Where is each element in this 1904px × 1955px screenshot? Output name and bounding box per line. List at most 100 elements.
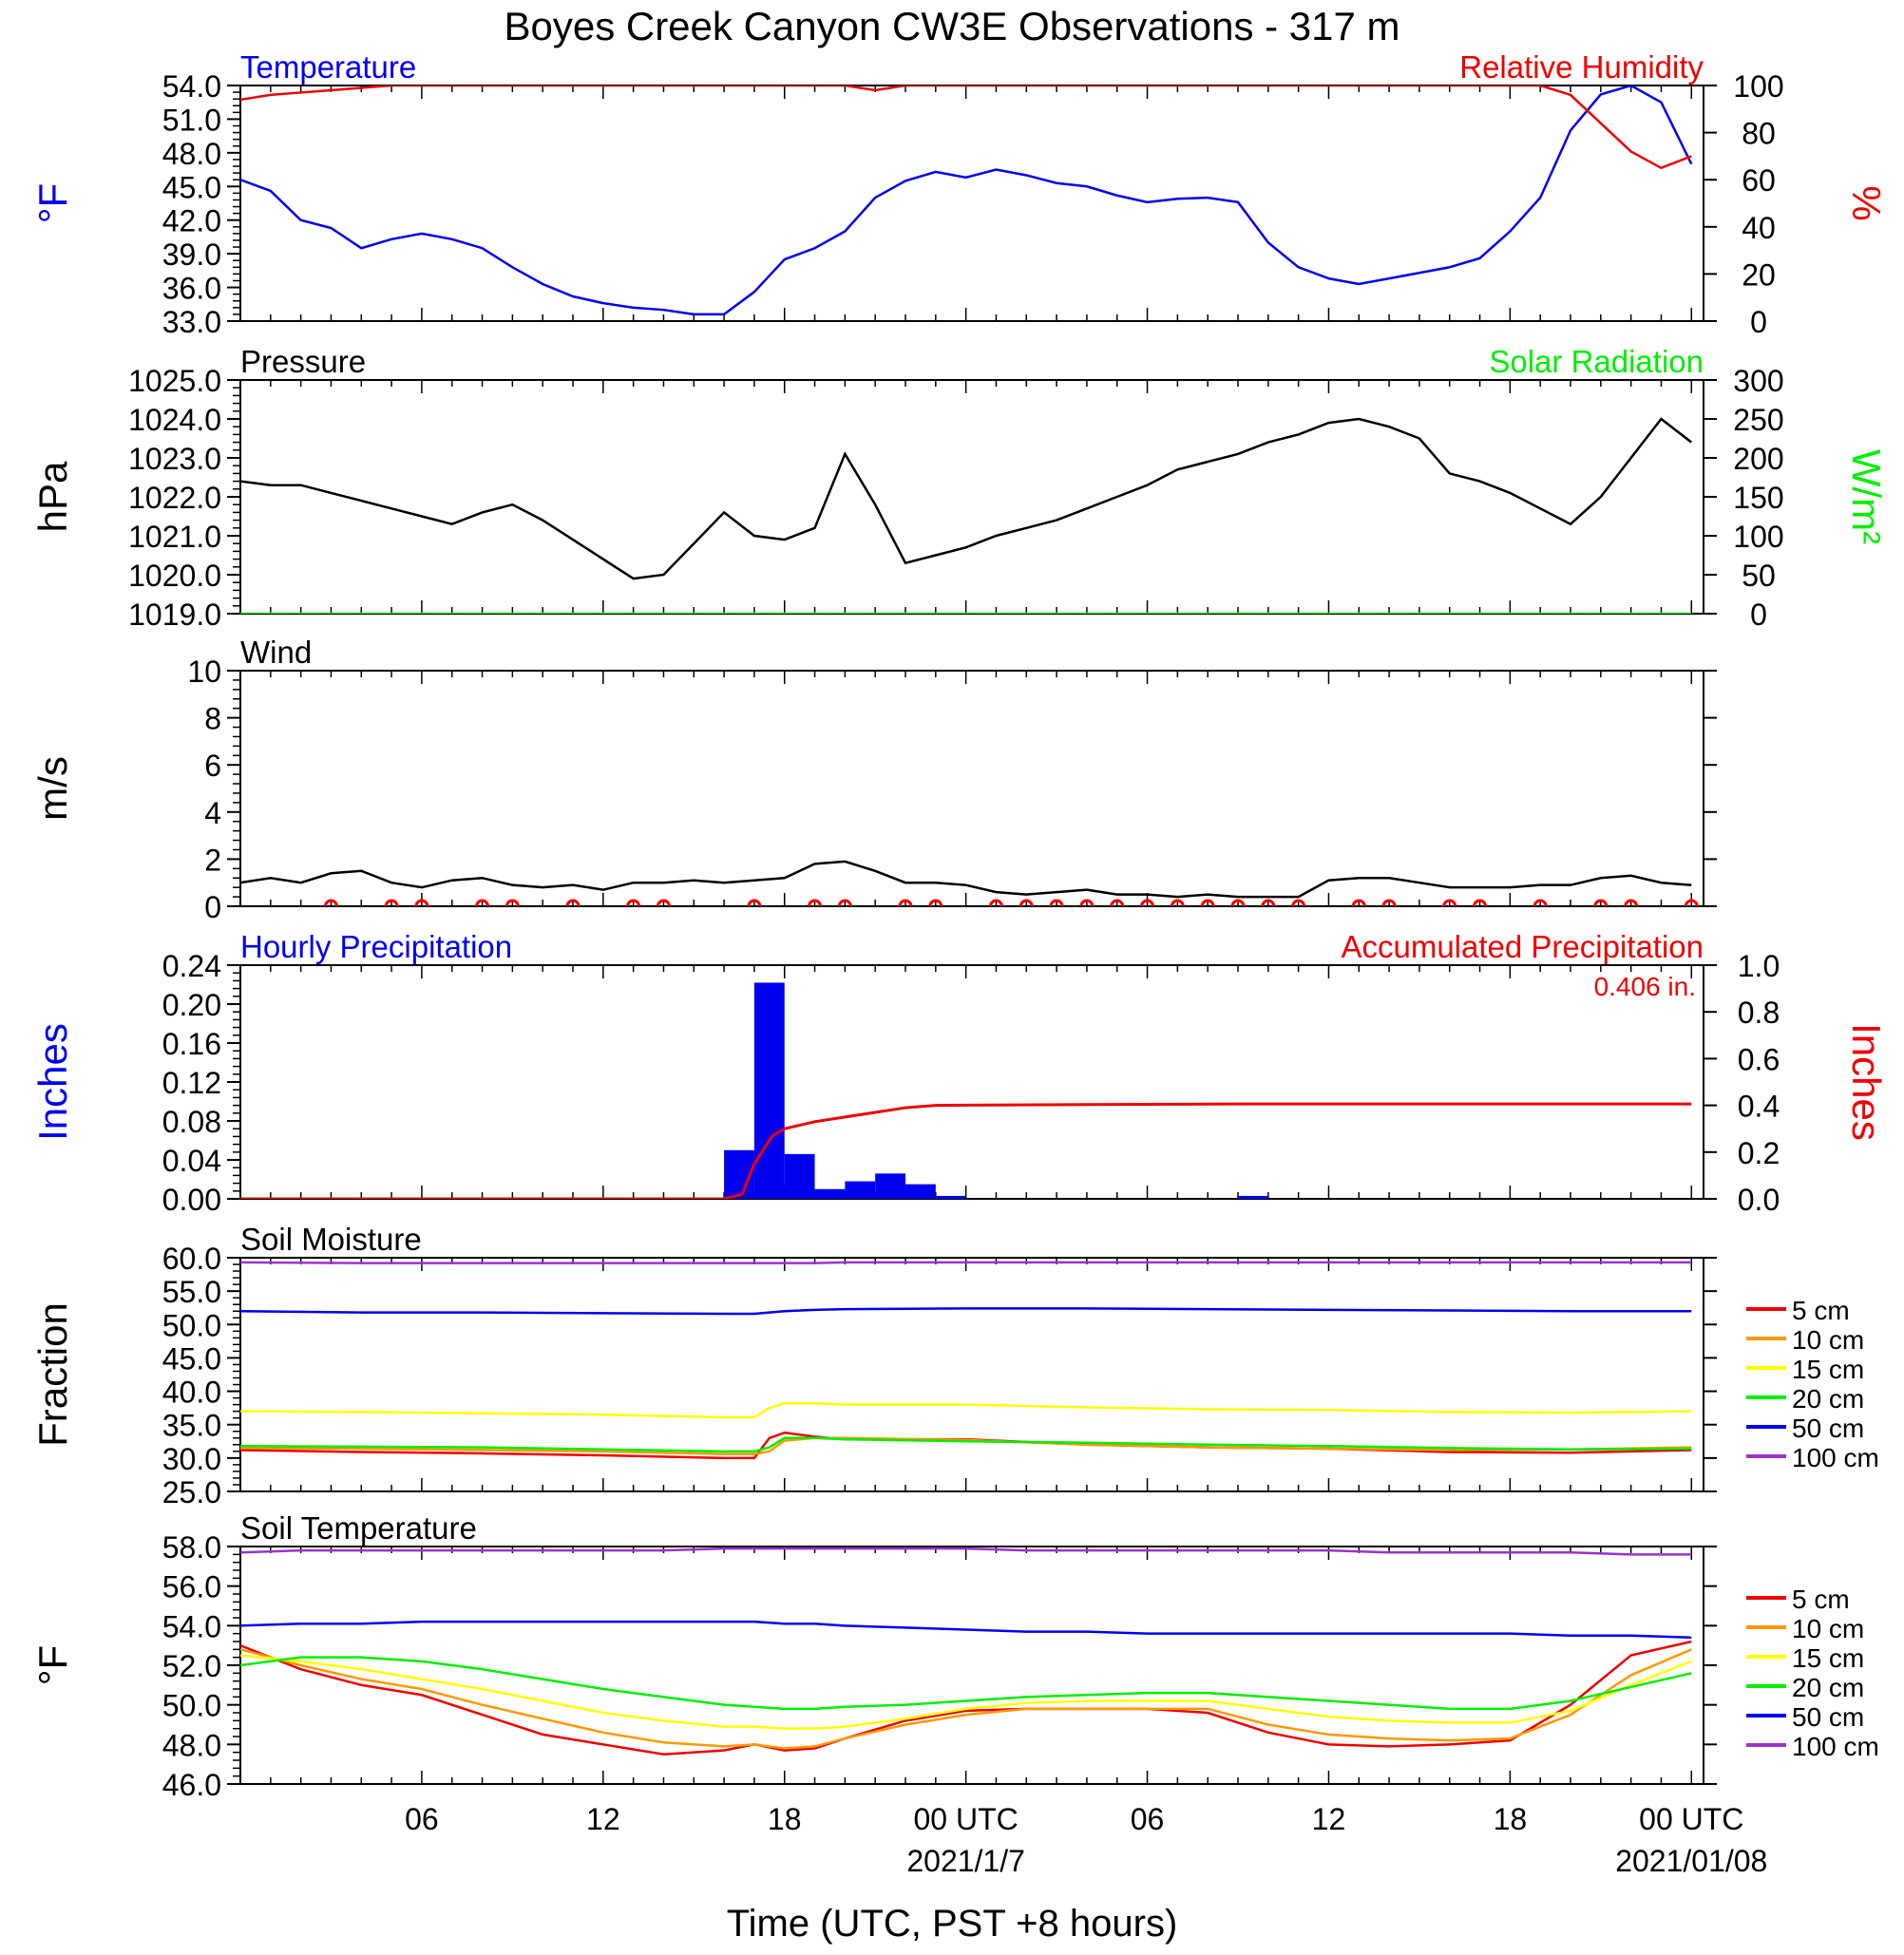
y-axis-label: Fraction	[30, 1302, 75, 1447]
series-line-15-cm	[240, 1654, 1692, 1730]
y-tick-label: 6	[204, 749, 221, 783]
panel-pressure: 1019.0 1020.0 1021.0 1022.0 1023.0 1024.0 1025…	[30, 344, 1889, 632]
y-tick-label: 0.04	[162, 1144, 221, 1178]
series-group	[240, 982, 1692, 1199]
panel-frame	[239, 1257, 1704, 1492]
series-line-20-cm	[240, 1656, 1692, 1711]
legend-label: 15 cm	[1792, 1643, 1864, 1673]
accumulated-total-label: 0.406 in.	[1594, 972, 1696, 1001]
y-axis-label: °F	[30, 183, 75, 223]
y2-axis-label: Inches	[1844, 1023, 1889, 1141]
y-tick-label: 40.0	[162, 1376, 221, 1410]
calm-wind-marker	[1381, 899, 1397, 906]
legend-label: 20 cm	[1792, 1384, 1864, 1414]
y-tick-label: 58.0	[162, 1530, 221, 1565]
calm-wind-marker	[1593, 899, 1609, 906]
y2-tick-label: 200	[1733, 442, 1783, 476]
calm-wind-marker	[898, 899, 913, 906]
y2-axis-label: %	[1844, 185, 1889, 220]
y-tick-label: 10	[187, 655, 221, 689]
calm-wind-marker	[565, 899, 581, 906]
legend-label: 5 cm	[1792, 1585, 1850, 1614]
y2-tick-label: 50	[1742, 559, 1776, 593]
calm-wind-marker	[1140, 899, 1155, 906]
x-tick-label: 12	[1312, 1802, 1346, 1836]
y-tick-label: 2	[204, 843, 221, 877]
y-tick-label: 25.0	[162, 1475, 221, 1509]
y-tick-label: 50.0	[162, 1308, 221, 1342]
legend-label: 100 cm	[1792, 1732, 1879, 1761]
calm-wind-marker	[1261, 899, 1276, 906]
x-axis-label: Time (UTC, PST +8 hours)	[727, 1903, 1178, 1945]
y-tick-label: 48.0	[162, 1728, 221, 1762]
calm-wind-marker	[988, 899, 1003, 906]
panel-right-title: Relative Humidity	[1459, 49, 1704, 85]
calm-wind-marker	[1473, 899, 1488, 906]
y2-tick-label: 250	[1733, 403, 1783, 437]
calm-wind-marker	[1291, 899, 1306, 906]
y2-tick-label: 0.0	[1738, 1183, 1780, 1217]
series-group	[240, 1547, 1692, 1756]
panel-frame	[239, 379, 1704, 615]
panel-left-title: Temperature	[240, 49, 416, 85]
precip-bar	[814, 1188, 846, 1199]
calm-wind-marker	[656, 899, 671, 906]
legend-label: 10 cm	[1792, 1325, 1864, 1355]
y-axis-label: °F	[30, 1645, 75, 1685]
y2-tick-label: 100	[1733, 520, 1783, 554]
series-group	[240, 860, 1699, 906]
panel-left-title: Pressure	[240, 344, 366, 379]
y-tick-label: 0.24	[162, 949, 221, 983]
y-tick-label: 0.16	[162, 1027, 221, 1061]
chart-panels: 33.036.039.042.045.048.051.054.002040608…	[30, 49, 1889, 1878]
series-group	[240, 417, 1693, 614]
x-tick-label: 00 UTC	[914, 1802, 1019, 1836]
calm-wind-marker	[1170, 899, 1185, 906]
panel-temperature: 33.036.039.042.045.048.051.054.0 0 20 40 60 8…	[30, 49, 1889, 339]
y-tick-label: 50.0	[162, 1689, 221, 1723]
calm-wind-marker	[1019, 899, 1034, 906]
y-tick-label: 1022.0	[128, 481, 221, 515]
precip-bar	[753, 982, 785, 1199]
panel-frame	[239, 670, 1704, 907]
y-tick-label: 30.0	[162, 1442, 221, 1476]
series-line-wind-speed	[240, 860, 1692, 899]
panel-right-title: Solar Radiation	[1489, 344, 1704, 379]
y-tick-label: 0	[204, 890, 221, 924]
precip-bar	[1238, 1195, 1268, 1199]
panel-frame	[239, 85, 1704, 322]
series-line-15-cm	[240, 1401, 1692, 1419]
y-tick-label: 45.0	[162, 170, 221, 204]
y-tick-label: 1021.0	[128, 520, 221, 554]
calm-wind-marker	[1079, 899, 1095, 906]
date-label: 2021/01/08	[1615, 1844, 1767, 1878]
y2-tick-label: 40	[1742, 211, 1776, 245]
precip-bar	[845, 1181, 876, 1199]
y-tick-label: 4	[204, 796, 221, 830]
y-tick-label: 8	[204, 702, 221, 736]
series-line-100-cm	[240, 1547, 1692, 1556]
y2-tick-label: 0	[1750, 598, 1767, 632]
y2-tick-label: 20	[1742, 257, 1776, 292]
y2-tick-label: 80	[1742, 117, 1776, 151]
y2-tick-label: 150	[1733, 481, 1783, 515]
y2-tick-label: 60	[1742, 163, 1776, 198]
panel-precipitation: 0.00 0.04 0.08 0.12 0.16 0.20 0.24 0.0 0.2 0.4 0.6…	[30, 929, 1889, 1217]
y-axis-label: Inches	[30, 1023, 75, 1141]
y2-tick-label: 0.8	[1738, 996, 1780, 1030]
calm-wind-marker	[384, 899, 399, 906]
panel-left-title: Hourly Precipitation	[240, 929, 512, 964]
y-tick-label: 45.0	[162, 1341, 221, 1376]
y-tick-label: 36.0	[162, 272, 221, 306]
y-tick-label: 35.0	[162, 1409, 221, 1443]
calm-wind-marker	[1230, 899, 1246, 906]
y-tick-label: 52.0	[162, 1649, 221, 1683]
series-line-50-cm	[240, 1307, 1692, 1316]
y-tick-label: 1023.0	[128, 442, 221, 476]
calm-wind-marker	[1624, 899, 1639, 906]
precip-bar	[935, 1195, 966, 1199]
y-tick-label: 1024.0	[128, 403, 221, 437]
panel-wind: 0 2 4 6 8 10 Wind m/s	[30, 635, 1717, 924]
calm-wind-marker	[1351, 899, 1366, 906]
y-tick-label: 54.0	[162, 69, 221, 104]
